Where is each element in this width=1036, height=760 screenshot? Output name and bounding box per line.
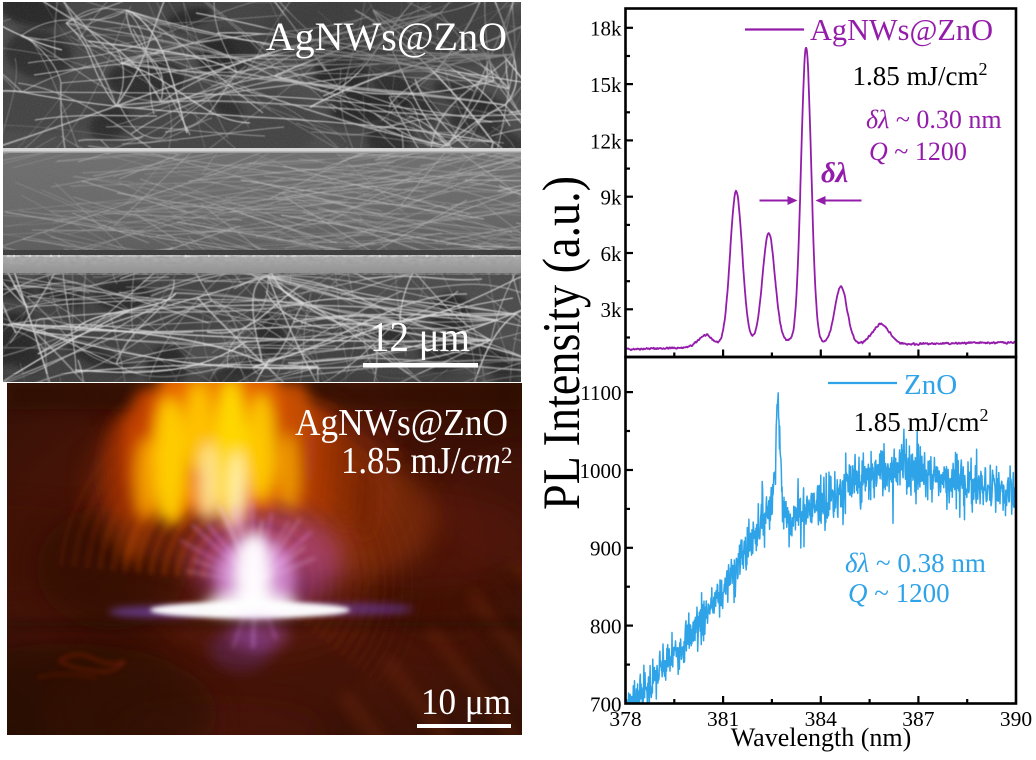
svg-text:12 μm: 12 μm	[370, 315, 470, 361]
svg-text:1.85 mJ/cm: 1.85 mJ/cm	[341, 440, 501, 482]
svg-text:12k: 12k	[590, 129, 622, 153]
svg-text:δλ ~ 0.38 nm: δλ ~ 0.38 nm	[845, 548, 986, 578]
svg-text:10 μm: 10 μm	[421, 682, 511, 723]
svg-text:9k: 9k	[601, 186, 623, 210]
svg-text:Q ~ 1200: Q ~ 1200	[869, 137, 967, 166]
svg-text:900: 900	[590, 537, 622, 561]
svg-text:3k: 3k	[601, 298, 623, 322]
svg-text:Wavelength (nm): Wavelength (nm)	[731, 723, 912, 752]
svg-text:378: 378	[609, 707, 641, 731]
svg-text:2: 2	[501, 443, 513, 468]
svg-text:15k: 15k	[590, 73, 622, 97]
svg-text:δλ ~ 0.30 nm: δλ ~ 0.30 nm	[866, 105, 1002, 134]
svg-text:800: 800	[590, 615, 622, 639]
svg-text:Q ~ 1200: Q ~ 1200	[848, 578, 950, 608]
svg-text:1100: 1100	[580, 381, 621, 405]
svg-text:387: 387	[902, 707, 935, 731]
svg-text:381: 381	[707, 707, 739, 731]
svg-text:390: 390	[1000, 707, 1032, 731]
svg-text:1.85 mJ/cm2: 1.85 mJ/cm2	[854, 405, 989, 437]
svg-text:18k: 18k	[590, 17, 622, 41]
svg-text:1.85 mJ/cm2: 1.85 mJ/cm2	[853, 59, 988, 91]
svg-text:6k: 6k	[601, 242, 623, 266]
svg-text:ZnO: ZnO	[904, 369, 957, 401]
svg-text:PL Intensity (a.u.): PL Intensity (a.u.)	[533, 176, 591, 510]
svg-text:AgNWs@ZnO: AgNWs@ZnO	[295, 402, 508, 444]
svg-text:δλ: δλ	[821, 157, 848, 189]
svg-text:700: 700	[590, 692, 622, 716]
svg-text:1000: 1000	[580, 459, 622, 483]
svg-text:384: 384	[805, 707, 838, 731]
svg-text:AgNWs@ZnO: AgNWs@ZnO	[810, 12, 993, 47]
svg-text:AgNWs@ZnO: AgNWs@ZnO	[266, 14, 507, 59]
